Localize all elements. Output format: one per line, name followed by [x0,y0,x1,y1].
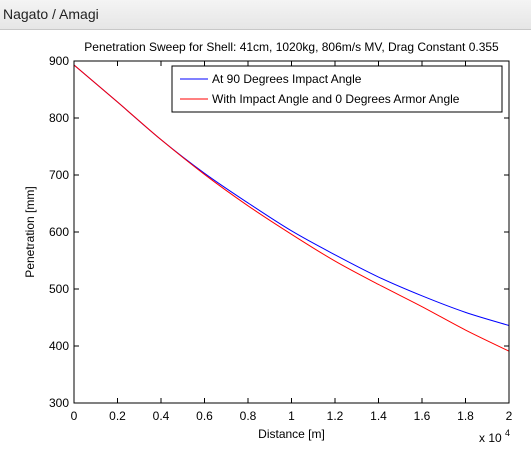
y-tick-label: 900 [49,54,69,68]
x-tick-label: 1.2 [327,409,344,423]
window-title: Nagato / Amagi [3,6,99,22]
figure-area: 0 0.2 0.4 0.6 0.8 1 1.2 1.4 1.6 1.8 2 300 400 500 600 7… [0,30,531,451]
x-tick-label: 1 [288,409,295,423]
x-tick-label: 0.4 [153,409,170,423]
y-tick-label: 800 [49,111,69,125]
x-tick-label: 1.6 [414,409,431,423]
x-axis-multiplier: x 10 4 [479,428,510,445]
y-tick-label: 600 [49,225,69,239]
x-axis-label: Distance [m] [258,427,325,441]
x-tick-label: 0.2 [109,409,126,423]
penetration-chart: 0 0.2 0.4 0.6 0.8 1 1.2 1.4 1.6 1.8 2 300 400 500 600 7… [23,40,513,445]
axis-ticks: 0 0.2 0.4 0.6 0.8 1 1.2 1.4 1.6 1.8 2 300 400 500 600 7… [49,54,513,423]
x-tick-label: 2 [506,409,513,423]
x-tick-label: 0 [71,409,78,423]
legend-label-1: At 90 Degrees Impact Angle [212,72,362,86]
series-line-2 [73,64,510,352]
legend-box [171,65,503,113]
plot-background [74,61,509,403]
x-axis-multiplier-base: x 10 [479,431,502,445]
y-tick-label: 500 [49,282,69,296]
y-tick-label: 700 [49,168,69,182]
x-axis-multiplier-exponent: 4 [505,428,510,438]
plot-marks [73,64,510,352]
x-tick-label: 0.6 [196,409,213,423]
legend-label-2: With Impact Angle and 0 Degrees Armor An… [212,92,460,106]
x-tick-label: 1.8 [457,409,474,423]
window-titlebar[interactable]: Nagato / Amagi [0,0,531,30]
y-tick-label: 300 [49,396,69,410]
y-tick-label: 400 [49,339,69,353]
y-axis-label: Penetration [mm] [23,186,37,277]
x-tick-label: 0.8 [240,409,257,423]
x-tick-label: 1.4 [370,409,387,423]
legend: At 90 Degrees Impact Angle With Impact An… [171,65,503,113]
chart-title: Penetration Sweep for Shell: 41cm, 1020k… [84,40,499,54]
